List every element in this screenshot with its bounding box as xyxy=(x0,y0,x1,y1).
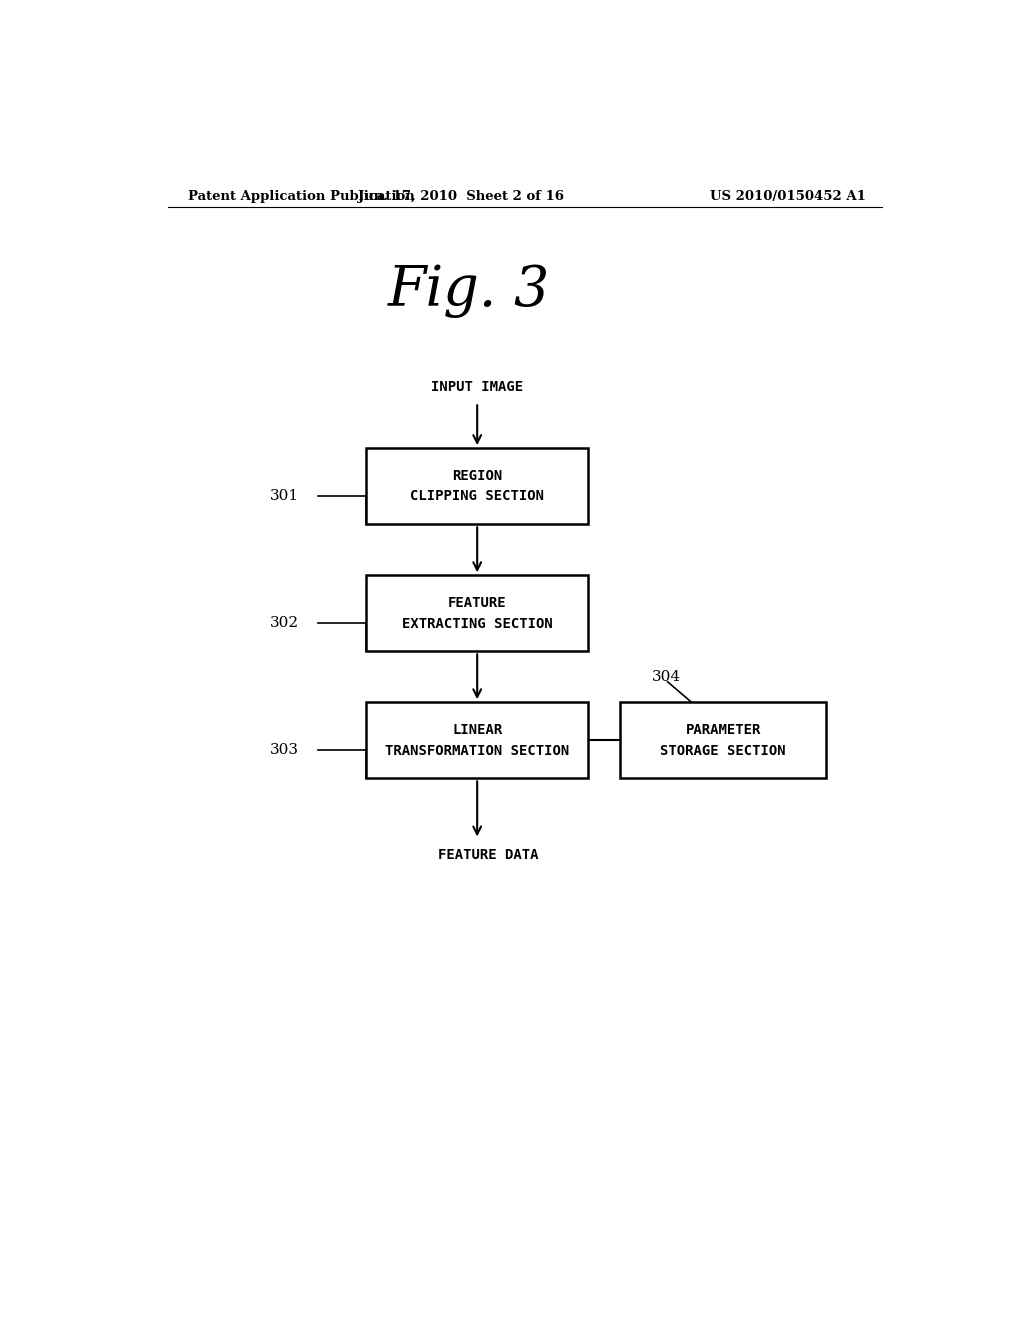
Text: 301: 301 xyxy=(269,488,299,503)
Text: Patent Application Publication: Patent Application Publication xyxy=(187,190,415,202)
Text: Fig. 3: Fig. 3 xyxy=(388,263,550,318)
Text: 304: 304 xyxy=(652,669,681,684)
Bar xyxy=(620,702,826,779)
Text: PARAMETER
STORAGE SECTION: PARAMETER STORAGE SECTION xyxy=(660,723,786,758)
Bar xyxy=(367,447,588,524)
Bar xyxy=(367,576,588,651)
Text: INPUT IMAGE: INPUT IMAGE xyxy=(431,380,523,395)
Text: FEATURE DATA: FEATURE DATA xyxy=(437,847,538,862)
Bar xyxy=(367,702,588,779)
Text: 302: 302 xyxy=(269,616,299,630)
Text: US 2010/0150452 A1: US 2010/0150452 A1 xyxy=(711,190,866,202)
Text: 303: 303 xyxy=(269,743,299,756)
Text: FEATURE
EXTRACTING SECTION: FEATURE EXTRACTING SECTION xyxy=(401,595,553,631)
Text: LINEAR
TRANSFORMATION SECTION: LINEAR TRANSFORMATION SECTION xyxy=(385,723,569,758)
Text: REGION
CLIPPING SECTION: REGION CLIPPING SECTION xyxy=(411,469,544,503)
Text: Jun. 17, 2010  Sheet 2 of 16: Jun. 17, 2010 Sheet 2 of 16 xyxy=(358,190,564,202)
